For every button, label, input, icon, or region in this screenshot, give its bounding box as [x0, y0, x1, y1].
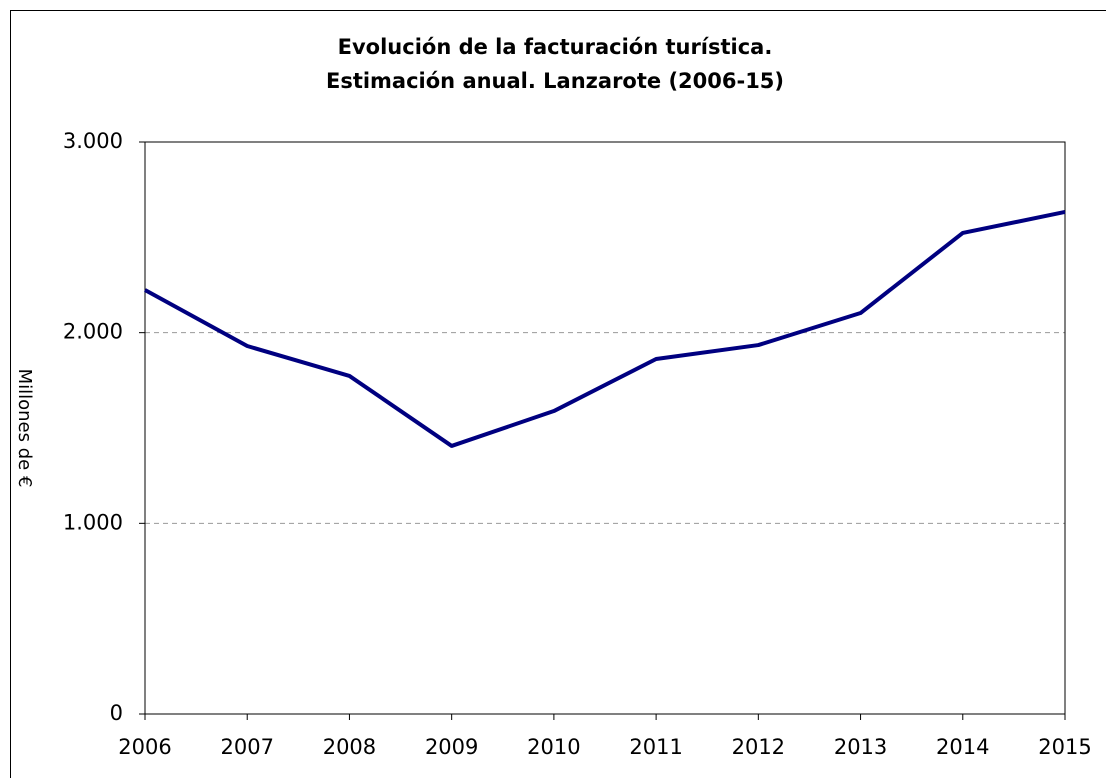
x-tick-label: 2013	[834, 735, 887, 759]
chart-title: Estimación anual. Lanzarote (2006-15)	[326, 69, 784, 93]
y-tick-label: 1.000	[63, 510, 123, 534]
data-line	[144, 210, 1066, 448]
y-tick-label: 3.000	[63, 129, 123, 153]
plot-frame	[144, 141, 1066, 715]
x-tick-label: 2007	[220, 735, 273, 759]
x-tick-label: 2012	[732, 735, 785, 759]
y-tick-label: 0	[110, 701, 123, 725]
y-axis-label: Millones de €	[14, 369, 35, 488]
chart-border	[10, 10, 1106, 778]
chart-title: Evolución de la facturación turística.	[338, 35, 773, 59]
y-tick-label: 2.000	[63, 320, 123, 344]
x-tick-label: 2011	[629, 735, 682, 759]
x-tick-label: 2015	[1038, 735, 1091, 759]
x-tick-label: 2010	[527, 735, 580, 759]
x-tick-label: 2009	[425, 735, 478, 759]
x-tick-label: 2008	[323, 735, 376, 759]
x-tick-label: 2006	[118, 735, 171, 759]
x-tick-label: 2014	[936, 735, 989, 759]
